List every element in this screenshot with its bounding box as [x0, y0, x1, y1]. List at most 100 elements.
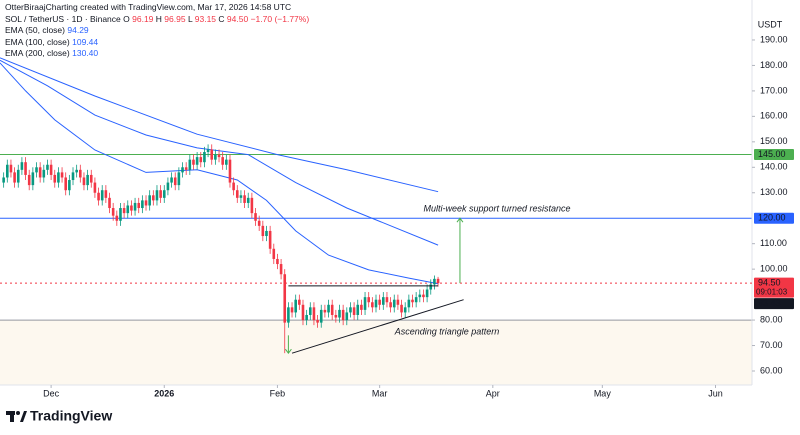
candle-body	[243, 195, 246, 203]
candle-body	[86, 174, 89, 186]
x-tick-label: Jun	[708, 388, 723, 398]
candle-body	[71, 172, 75, 181]
candle-body	[2, 177, 5, 183]
candle-body	[24, 162, 27, 175]
candle-body	[308, 307, 312, 315]
legend-name: EMA (50, close)	[5, 25, 65, 35]
candle-body	[206, 149, 210, 153]
ema-line	[0, 59, 439, 246]
candle-body	[177, 172, 181, 186]
y-tick-label: 180.00	[760, 60, 788, 70]
candle-body	[122, 208, 126, 214]
ema-line	[0, 62, 439, 285]
candle-body	[265, 230, 268, 237]
candle-body	[115, 215, 119, 221]
candle-body	[119, 208, 122, 221]
resistance-label-box	[754, 298, 794, 310]
candle-body	[6, 164, 9, 178]
candle-body	[279, 264, 283, 275]
candle-body	[16, 169, 20, 183]
ohlc-value: 96.19	[132, 13, 154, 24]
candle-body	[9, 164, 13, 173]
y-tick-label: 80.00	[760, 314, 783, 324]
candle-body	[225, 159, 228, 165]
level-label: 145.00	[758, 149, 786, 159]
candle-body	[356, 304, 360, 315]
candle-body	[400, 304, 403, 313]
candle-body	[217, 154, 221, 158]
candle-body	[82, 177, 86, 186]
candle-body	[35, 167, 38, 173]
candle-body	[425, 289, 429, 298]
legend-entry: EMA (50, close) 94.29	[5, 25, 309, 37]
candle-body	[312, 307, 316, 321]
candle-body	[414, 297, 418, 303]
candle-body	[250, 197, 254, 214]
ohlc-value: 93.15	[194, 13, 217, 24]
y-tick-label: 160.00	[760, 111, 788, 121]
candle-body	[276, 258, 279, 265]
candle-body	[152, 195, 155, 201]
candle-body	[407, 299, 411, 308]
candle-body	[330, 304, 334, 315]
candle-body	[108, 197, 111, 209]
y-tick-label: 100.00	[760, 264, 788, 274]
candle-body	[57, 172, 60, 183]
candle-body	[301, 304, 305, 321]
legend-name: EMA (100, close)	[5, 36, 70, 47]
ohlc-value: 96.95	[164, 13, 186, 24]
candle-body	[159, 190, 162, 198]
credit: OtterBiraajCharting created with Trading…	[5, 2, 292, 12]
x-tick-label: Mar	[372, 388, 388, 398]
legend-name: EMA (200, close)	[5, 48, 70, 58]
candle-body	[133, 202, 137, 211]
ohlc-key: L	[187, 13, 193, 24]
candle-body	[319, 309, 323, 323]
candle-body	[385, 297, 389, 303]
candle-body	[363, 297, 367, 310]
ema-legend: EMA (50, close) 94.29 EMA (100, close) 1…	[5, 25, 309, 60]
candle-body	[341, 309, 345, 321]
candle-body	[100, 190, 104, 201]
currency: USDT	[758, 19, 783, 29]
legend-entry: EMA (200, close) 130.40	[5, 48, 309, 60]
x-tick-label: Apr	[486, 388, 500, 398]
candle-body	[261, 225, 265, 237]
level-label-box	[754, 212, 794, 224]
candle-body	[239, 195, 243, 198]
candle-body	[272, 248, 276, 259]
candle-body	[38, 167, 42, 178]
countdown: 09:01:03	[756, 287, 788, 296]
arrow-head	[456, 217, 464, 223]
candle-body	[422, 294, 425, 298]
brand: TradingView	[30, 408, 112, 424]
candle-body	[283, 274, 287, 323]
candle-body	[79, 169, 82, 178]
candle-body	[232, 182, 235, 191]
annotation: Multi-week support turned resistance	[423, 204, 570, 214]
candle-body	[46, 164, 49, 170]
candle-body	[27, 174, 31, 186]
legend-header: OtterBiraajCharting created with Trading…	[5, 2, 309, 60]
price-label: 94.50	[758, 278, 781, 288]
annotation: Ascending triangle pattern	[394, 326, 500, 336]
candle-body	[334, 314, 338, 318]
candle-body	[290, 307, 294, 313]
arrow-head	[284, 348, 292, 355]
candle-body	[235, 190, 239, 198]
candle-body	[374, 299, 378, 308]
candle-body	[214, 154, 217, 160]
candle-body	[130, 205, 133, 211]
candle-body	[436, 278, 440, 284]
x-tick-label: May	[594, 388, 612, 398]
candle-body	[316, 320, 319, 323]
candle-body	[13, 172, 16, 183]
legend-value: 94.29	[67, 25, 89, 35]
candle-body	[192, 159, 195, 165]
candle-body	[104, 190, 108, 198]
candle-body	[257, 220, 261, 226]
symbol-line: SOL / TetherUS · 1D · Binance O 96.19 H …	[5, 14, 309, 26]
candle-body	[403, 307, 407, 313]
candle-body	[162, 190, 166, 198]
